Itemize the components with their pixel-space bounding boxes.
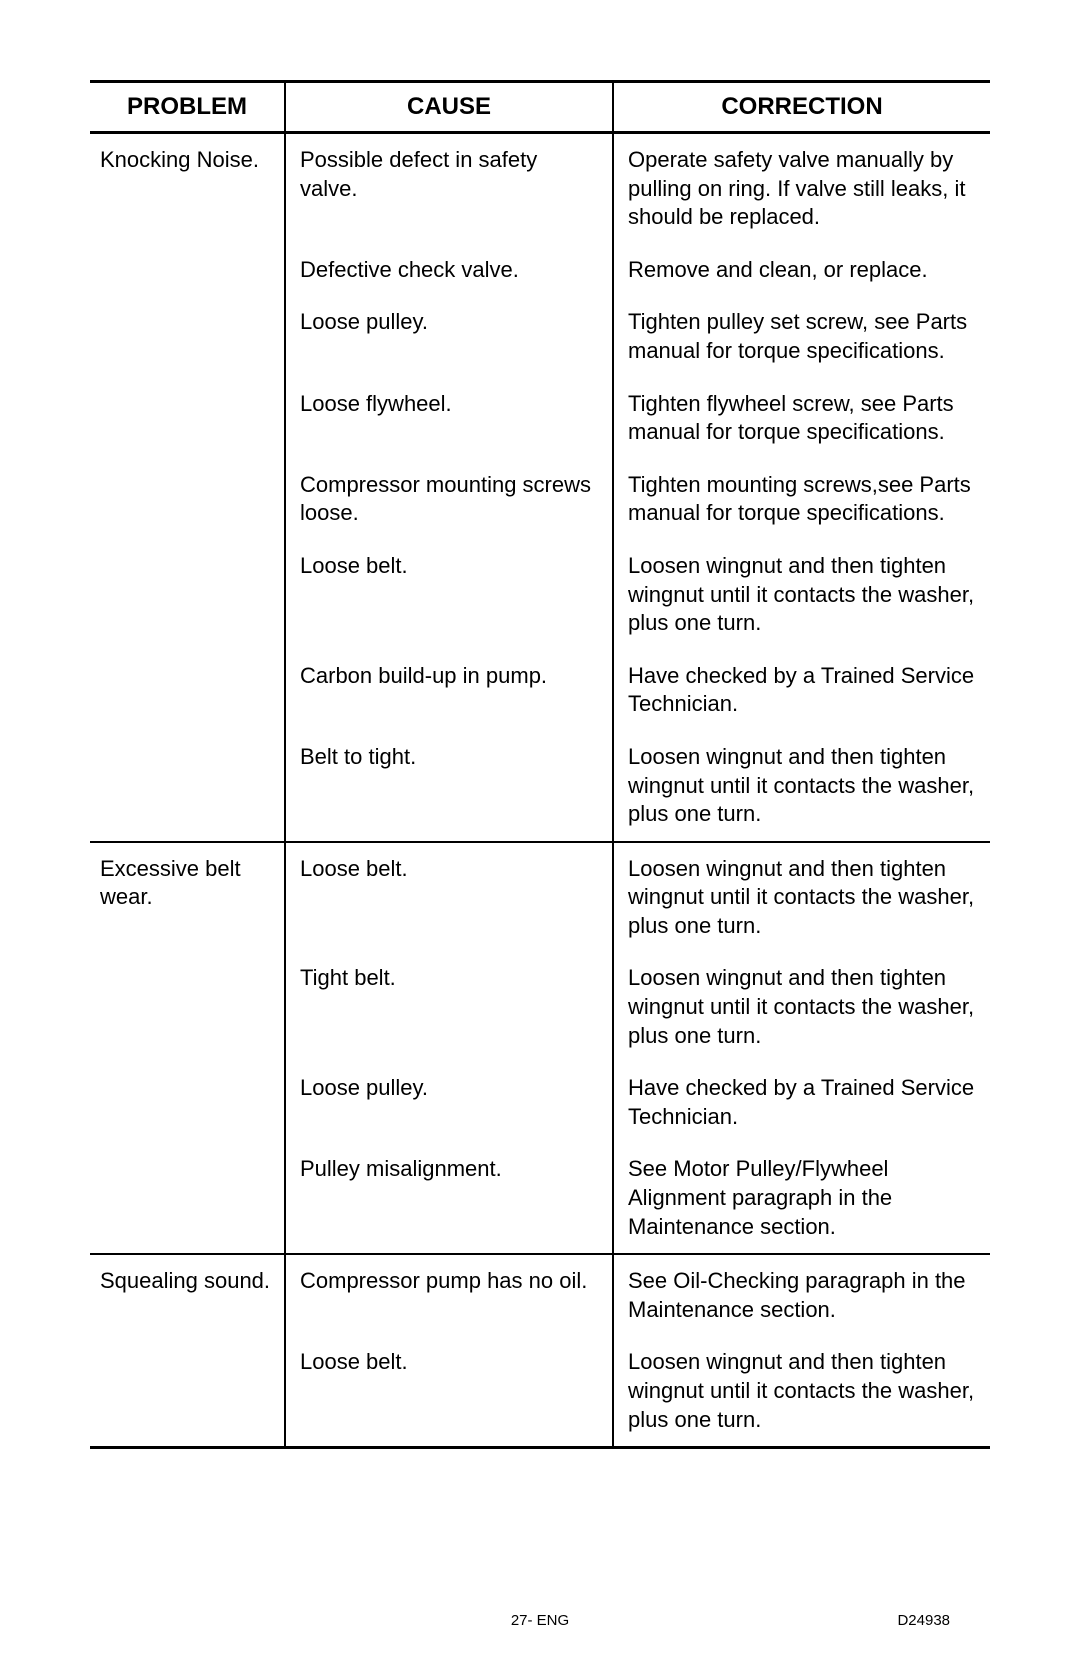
- table-row: Loose flywheel.Tighten flywheel screw, s…: [286, 378, 990, 459]
- table-row: Possible defect in safety valve.Operate …: [286, 134, 990, 244]
- correction-cell: Remove and clean, or replace.: [614, 244, 990, 297]
- table-row: Loose belt.Loosen wingnut and then tight…: [286, 1336, 990, 1446]
- table-row: Belt to tight.Loosen wingnut and then ti…: [286, 731, 990, 841]
- table-row: Loose belt.Loosen wingnut and then tight…: [286, 843, 990, 953]
- correction-cell: Loosen wingnut and then tighten wingnut …: [614, 1336, 990, 1446]
- cause-cell: Belt to tight.: [286, 731, 614, 841]
- footer-doc-id: D24938: [897, 1612, 950, 1629]
- table-row: Compressor mounting screws loose.Tighten…: [286, 459, 990, 540]
- troubleshooting-table: PROBLEM CAUSE CORRECTION Knocking Noise.…: [90, 80, 990, 1449]
- table-row: Loose pulley.Have checked by a Trained S…: [286, 1062, 990, 1143]
- cause-cell: Tight belt.: [286, 952, 614, 1062]
- cause-cell: Loose pulley.: [286, 1062, 614, 1143]
- table-header-row: PROBLEM CAUSE CORRECTION: [90, 83, 990, 134]
- correction-cell: Tighten mounting screws,see Parts manual…: [614, 459, 990, 540]
- cause-cell: Loose belt.: [286, 540, 614, 650]
- rows-container: Loose belt.Loosen wingnut and then tight…: [286, 843, 990, 1254]
- correction-cell: Have checked by a Trained Service Techni…: [614, 650, 990, 731]
- correction-cell: See Oil-Checking paragraph in the Mainte…: [614, 1255, 990, 1336]
- rows-container: Compressor pump has no oil.See Oil-Check…: [286, 1255, 990, 1446]
- table-body: Knocking Noise.Possible defect in safety…: [90, 134, 990, 1446]
- footer-page-number: 27- ENG: [511, 1612, 569, 1629]
- cause-cell: Loose belt.: [286, 843, 614, 953]
- table-section: Squealing sound.Compressor pump has no o…: [90, 1255, 990, 1446]
- cause-cell: Carbon build-up in pump.: [286, 650, 614, 731]
- correction-cell: Loosen wingnut and then tighten wingnut …: [614, 952, 990, 1062]
- cause-cell: Pulley misalignment.: [286, 1143, 614, 1253]
- correction-cell: Operate safety valve manually by pulling…: [614, 134, 990, 244]
- header-cause: CAUSE: [286, 83, 614, 131]
- problem-cell: Knocking Noise.: [90, 134, 286, 841]
- table-section: Excessive belt wear.Loose belt.Loosen wi…: [90, 843, 990, 1256]
- cause-cell: Possible defect in safety valve.: [286, 134, 614, 244]
- rows-container: Possible defect in safety valve.Operate …: [286, 134, 990, 841]
- header-problem: PROBLEM: [90, 83, 286, 131]
- correction-cell: Tighten flywheel screw, see Parts manual…: [614, 378, 990, 459]
- cause-cell: Loose pulley.: [286, 296, 614, 377]
- table-row: Loose pulley.Tighten pulley set screw, s…: [286, 296, 990, 377]
- cause-cell: Loose flywheel.: [286, 378, 614, 459]
- problem-cell: Excessive belt wear.: [90, 843, 286, 1254]
- table-row: Carbon build-up in pump.Have checked by …: [286, 650, 990, 731]
- correction-cell: Tighten pulley set screw, see Parts manu…: [614, 296, 990, 377]
- table-row: Loose belt.Loosen wingnut and then tight…: [286, 540, 990, 650]
- correction-cell: Have checked by a Trained Service Techni…: [614, 1062, 990, 1143]
- page-footer: 27- ENG D24938: [0, 1612, 1080, 1629]
- table-section: Knocking Noise.Possible defect in safety…: [90, 134, 990, 843]
- correction-cell: Loosen wingnut and then tighten wingnut …: [614, 731, 990, 841]
- table-row: Compressor pump has no oil.See Oil-Check…: [286, 1255, 990, 1336]
- cause-cell: Loose belt.: [286, 1336, 614, 1446]
- correction-cell: See Motor Pulley/Flywheel Alignment para…: [614, 1143, 990, 1253]
- header-correction: CORRECTION: [614, 83, 990, 131]
- cause-cell: Defective check valve.: [286, 244, 614, 297]
- table-row: Tight belt.Loosen wingnut and then tight…: [286, 952, 990, 1062]
- cause-cell: Compressor pump has no oil.: [286, 1255, 614, 1336]
- correction-cell: Loosen wingnut and then tighten wingnut …: [614, 540, 990, 650]
- table-row: Pulley misalignment.See Motor Pulley/Fly…: [286, 1143, 990, 1253]
- correction-cell: Loosen wingnut and then tighten wingnut …: [614, 843, 990, 953]
- problem-cell: Squealing sound.: [90, 1255, 286, 1446]
- table-row: Defective check valve.Remove and clean, …: [286, 244, 990, 297]
- cause-cell: Compressor mounting screws loose.: [286, 459, 614, 540]
